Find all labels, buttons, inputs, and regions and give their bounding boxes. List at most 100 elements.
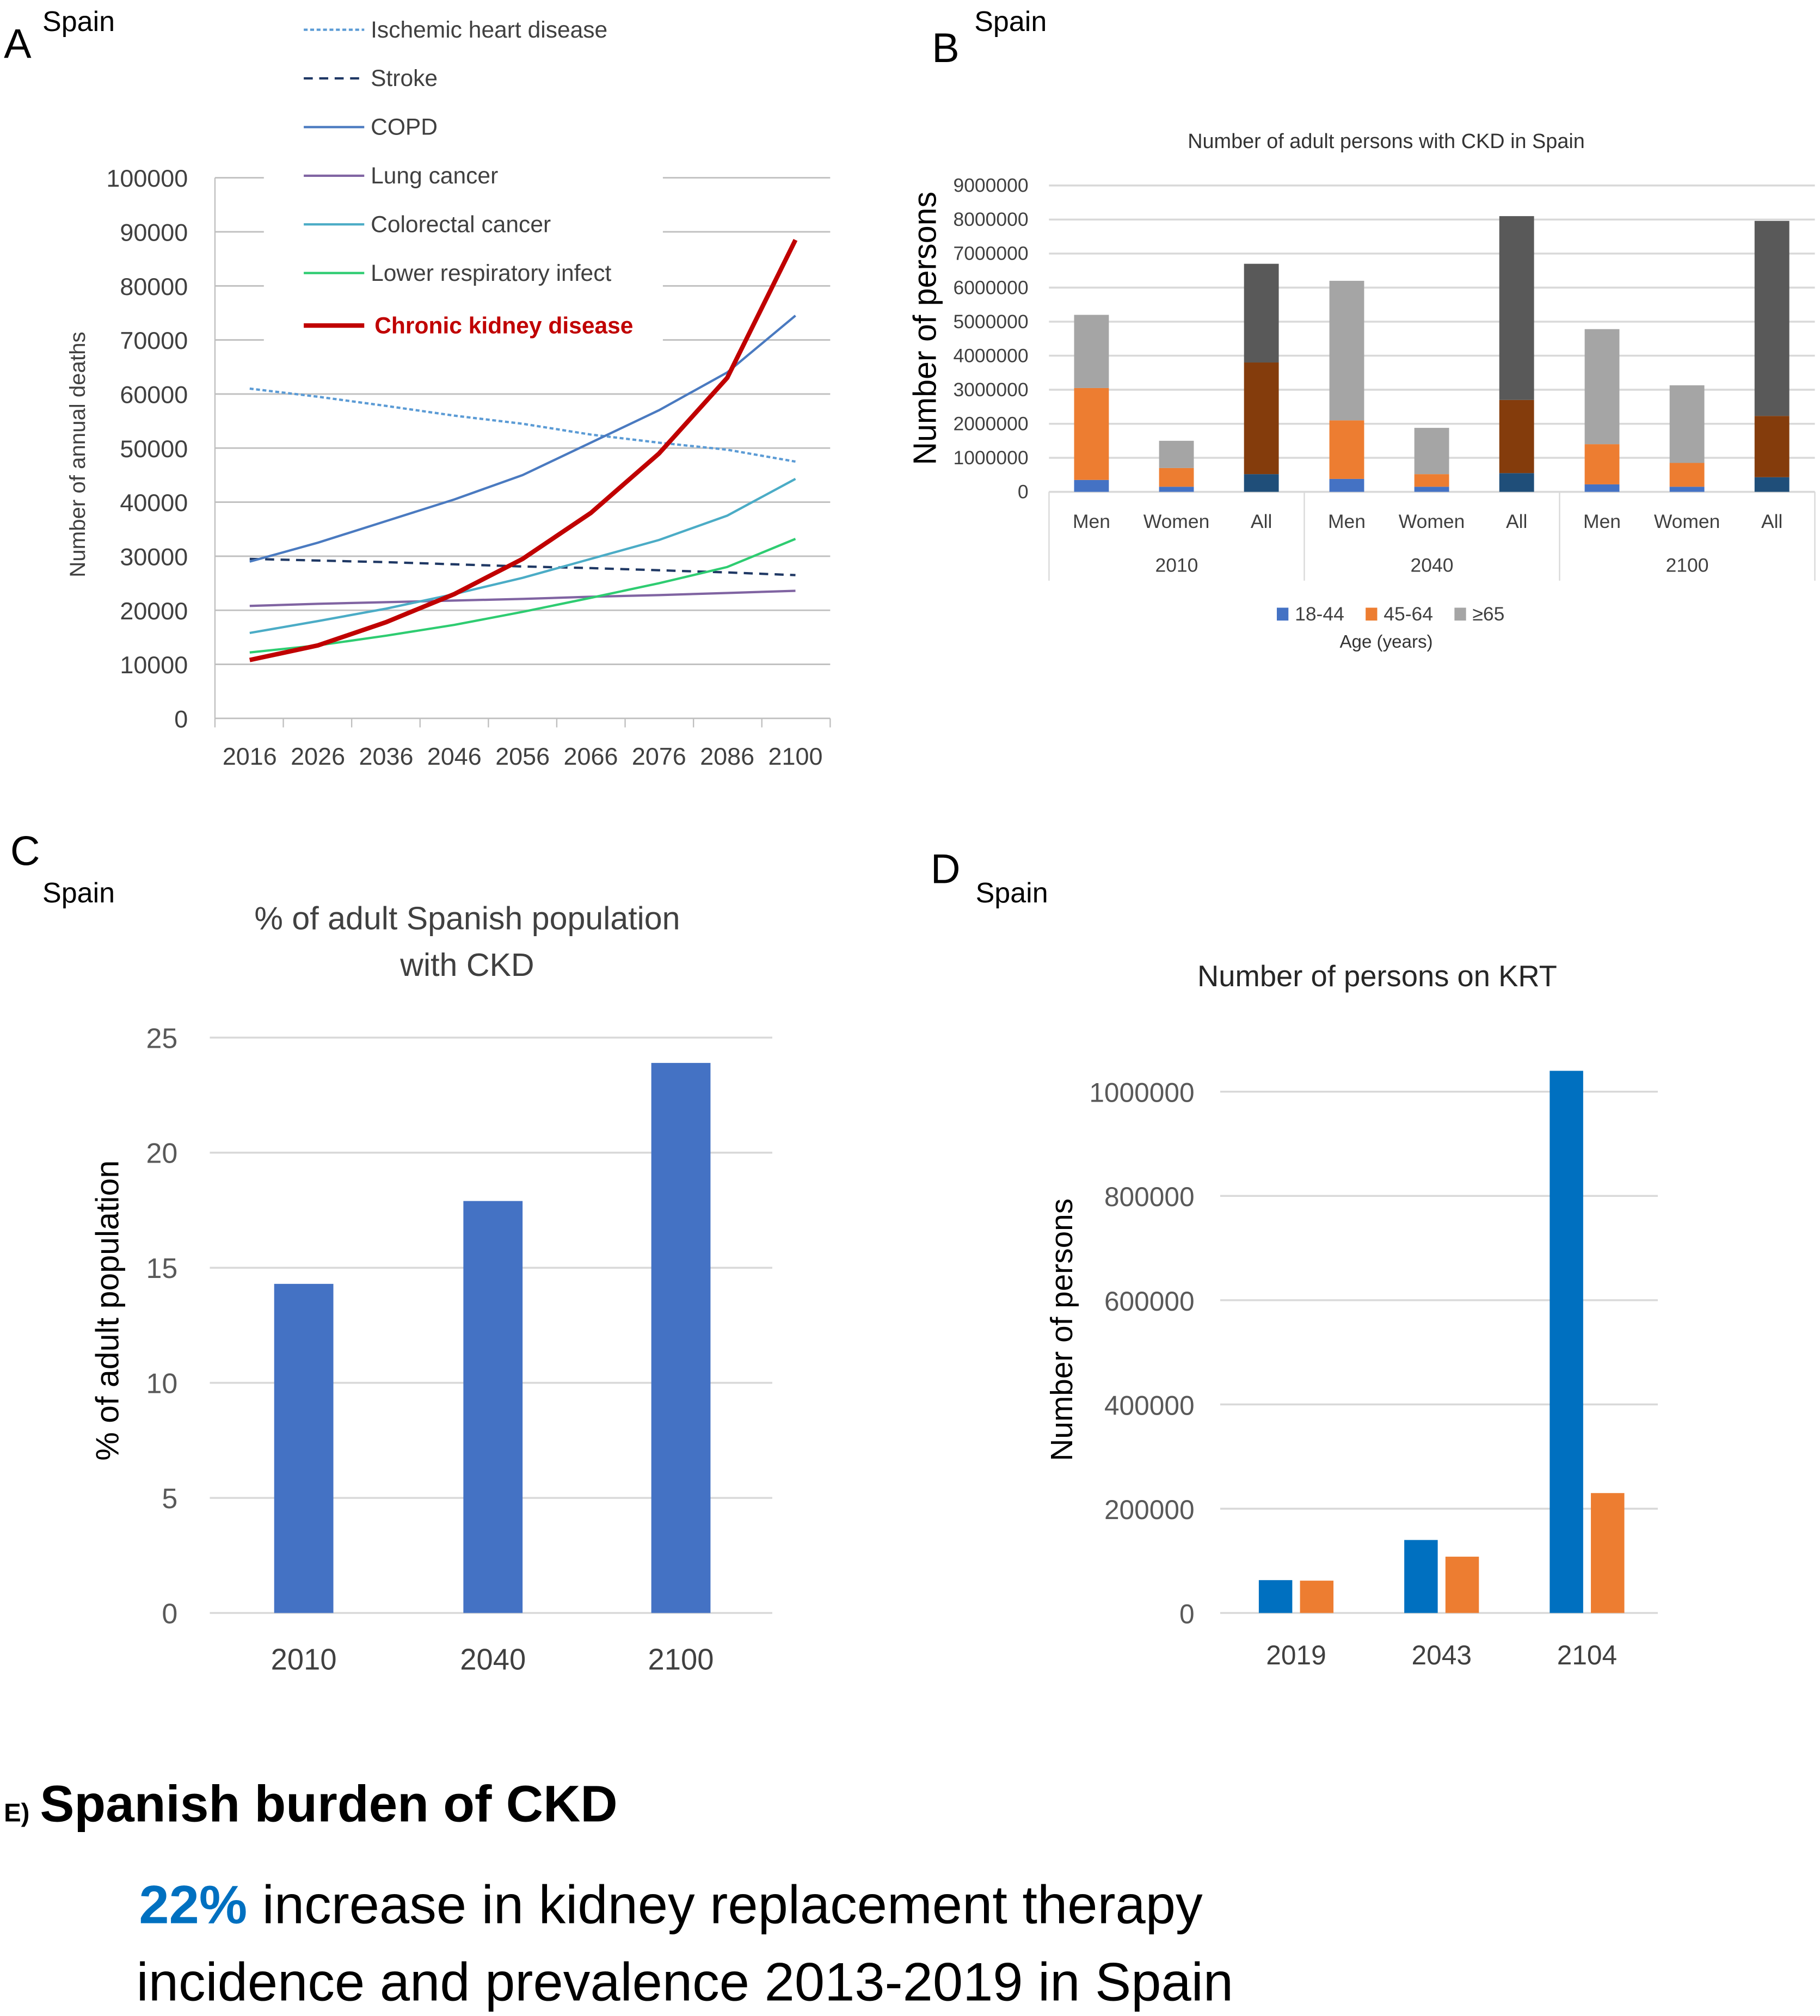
y-tick-label: 80000 xyxy=(120,273,188,300)
bar xyxy=(1300,1581,1334,1613)
bar-segment xyxy=(1584,329,1620,445)
category-label: Women xyxy=(1143,511,1210,532)
x-tick-label: 2056 xyxy=(495,742,550,770)
legend-swatch xyxy=(1277,607,1289,621)
bar-segment xyxy=(1669,487,1705,492)
group-label: 2100 xyxy=(1666,554,1709,576)
y-tick-label: 1000000 xyxy=(953,447,1028,469)
legend-label: Lung cancer xyxy=(371,163,498,189)
legend-label: Ischemic heart disease xyxy=(371,17,607,43)
y-tick-label: 800000 xyxy=(1104,1182,1195,1212)
x-tick-label: 2036 xyxy=(359,742,414,770)
y-tick-label: 10000 xyxy=(120,651,188,679)
category-label: Men xyxy=(1073,511,1110,532)
series-line-5 xyxy=(249,538,796,654)
panel-e-line2: incidence and prevalence 2013-2019 in Sp… xyxy=(137,1952,1233,2012)
x-tick-label: 2104 xyxy=(1557,1640,1617,1670)
y-tick-label: 5000000 xyxy=(953,311,1028,333)
x-tick-label: 2040 xyxy=(460,1643,526,1676)
y-tick-label: 8000000 xyxy=(953,208,1028,230)
bar-segment xyxy=(1074,388,1109,480)
category-label: Women xyxy=(1654,511,1720,532)
legend-label: 18-44 xyxy=(1295,603,1344,625)
bar-segment xyxy=(1499,473,1534,492)
bar xyxy=(1591,1493,1625,1613)
y-tick-label: 70000 xyxy=(120,327,188,354)
bar-segment xyxy=(1329,280,1364,421)
panel-a-line-chart: 0 10000 20000 30000 40000 50000 60000 70000 8000… xyxy=(65,0,831,770)
series-line-3 xyxy=(249,589,796,607)
chart-title: with CKD xyxy=(399,946,534,983)
x-tick-label: 2086 xyxy=(700,742,754,770)
y-tick-label: 50000 xyxy=(120,435,188,463)
y-axis-label: Number of annual deaths xyxy=(65,331,90,577)
bar-segment xyxy=(1669,385,1705,463)
panel-c-letter: C xyxy=(10,828,40,874)
y-tick-label: 3000000 xyxy=(953,379,1028,401)
chart-title: Number of persons on KRT xyxy=(1197,960,1557,993)
panel-b-letter: B xyxy=(932,25,959,71)
y-tick-label: 15 xyxy=(146,1253,177,1284)
panel-b-region: Spain xyxy=(974,6,1047,38)
y-tick-label: 9000000 xyxy=(953,175,1028,196)
bar xyxy=(1258,1580,1293,1613)
bar-segment xyxy=(1414,428,1449,475)
x-tick-label: 2043 xyxy=(1411,1640,1471,1670)
legend-label: ≥65 xyxy=(1472,603,1504,625)
y-tick-label: 7000000 xyxy=(953,243,1028,265)
bar-segment xyxy=(1244,263,1279,363)
y-tick-label: 6000000 xyxy=(953,276,1028,298)
panel-e-title: Spanish burden of CKD xyxy=(40,1775,617,1833)
bar-segment xyxy=(1329,478,1364,492)
bar-segment xyxy=(1414,474,1449,487)
bar xyxy=(274,1283,334,1613)
panel-e-letter: E) xyxy=(4,1799,29,1828)
y-tick-label: 10 xyxy=(146,1368,177,1400)
bar-segment xyxy=(1584,444,1620,484)
x-axis-label: Age (years) xyxy=(1339,632,1432,652)
y-tick-label: 100000 xyxy=(106,164,188,192)
legend-label: Chronic kidney disease xyxy=(374,312,633,339)
bar-segment xyxy=(1074,480,1109,492)
category-label: Men xyxy=(1328,511,1366,532)
y-tick-label: 0 xyxy=(174,705,188,733)
x-tick-label: 2019 xyxy=(1266,1640,1326,1670)
legend-label: Colorectal cancer xyxy=(371,211,551,237)
y-tick-label: 4000000 xyxy=(953,345,1028,366)
legend-label: COPD xyxy=(371,114,438,140)
y-axis-label: % of adult population xyxy=(89,1160,126,1461)
y-tick-label: 0 xyxy=(1018,481,1029,502)
category-label: Women xyxy=(1399,511,1465,532)
bar-segment xyxy=(1244,474,1279,492)
y-tick-label: 0 xyxy=(162,1598,177,1630)
y-tick-label: 1000000 xyxy=(1089,1078,1194,1108)
y-axis-label: Number of persons xyxy=(1045,1198,1079,1461)
panel-c-bar-chart: % of adult Spanish population with CKD 0 5 1… xyxy=(89,900,772,1676)
y-tick-label: 90000 xyxy=(120,219,188,247)
legend-swatch xyxy=(1366,607,1378,621)
panel-e-line1-text: increase in kidney replacement therapy xyxy=(247,1874,1203,1935)
x-tick-label: 2046 xyxy=(427,742,482,770)
panel-e-highlight: 22% xyxy=(139,1874,247,1935)
bar-segment xyxy=(1754,220,1790,416)
y-tick-label: 400000 xyxy=(1104,1390,1195,1421)
panel-e-line1: 22% increase in kidney replacement thera… xyxy=(139,1874,1203,1935)
x-tick-label: 2076 xyxy=(632,742,686,770)
y-tick-label: 40000 xyxy=(120,489,188,517)
bar xyxy=(1445,1557,1479,1613)
group-label: 2010 xyxy=(1155,554,1198,576)
bar-segment xyxy=(1159,440,1194,468)
panel-d-bar-chart: Number of persons on KRT 0 200000 400000 600… xyxy=(1045,960,1658,1670)
legend-swatch xyxy=(1454,607,1466,621)
series-line-4 xyxy=(249,478,796,635)
y-tick-label: 20 xyxy=(146,1138,177,1170)
bar xyxy=(1404,1540,1438,1613)
y-tick-label: 25 xyxy=(146,1023,177,1054)
category-label: Men xyxy=(1583,511,1621,532)
series-line-6 xyxy=(249,239,798,662)
bar xyxy=(1550,1071,1583,1613)
legend-background xyxy=(263,0,663,354)
x-tick-label: 2100 xyxy=(768,742,823,770)
bar-segment xyxy=(1329,420,1364,479)
